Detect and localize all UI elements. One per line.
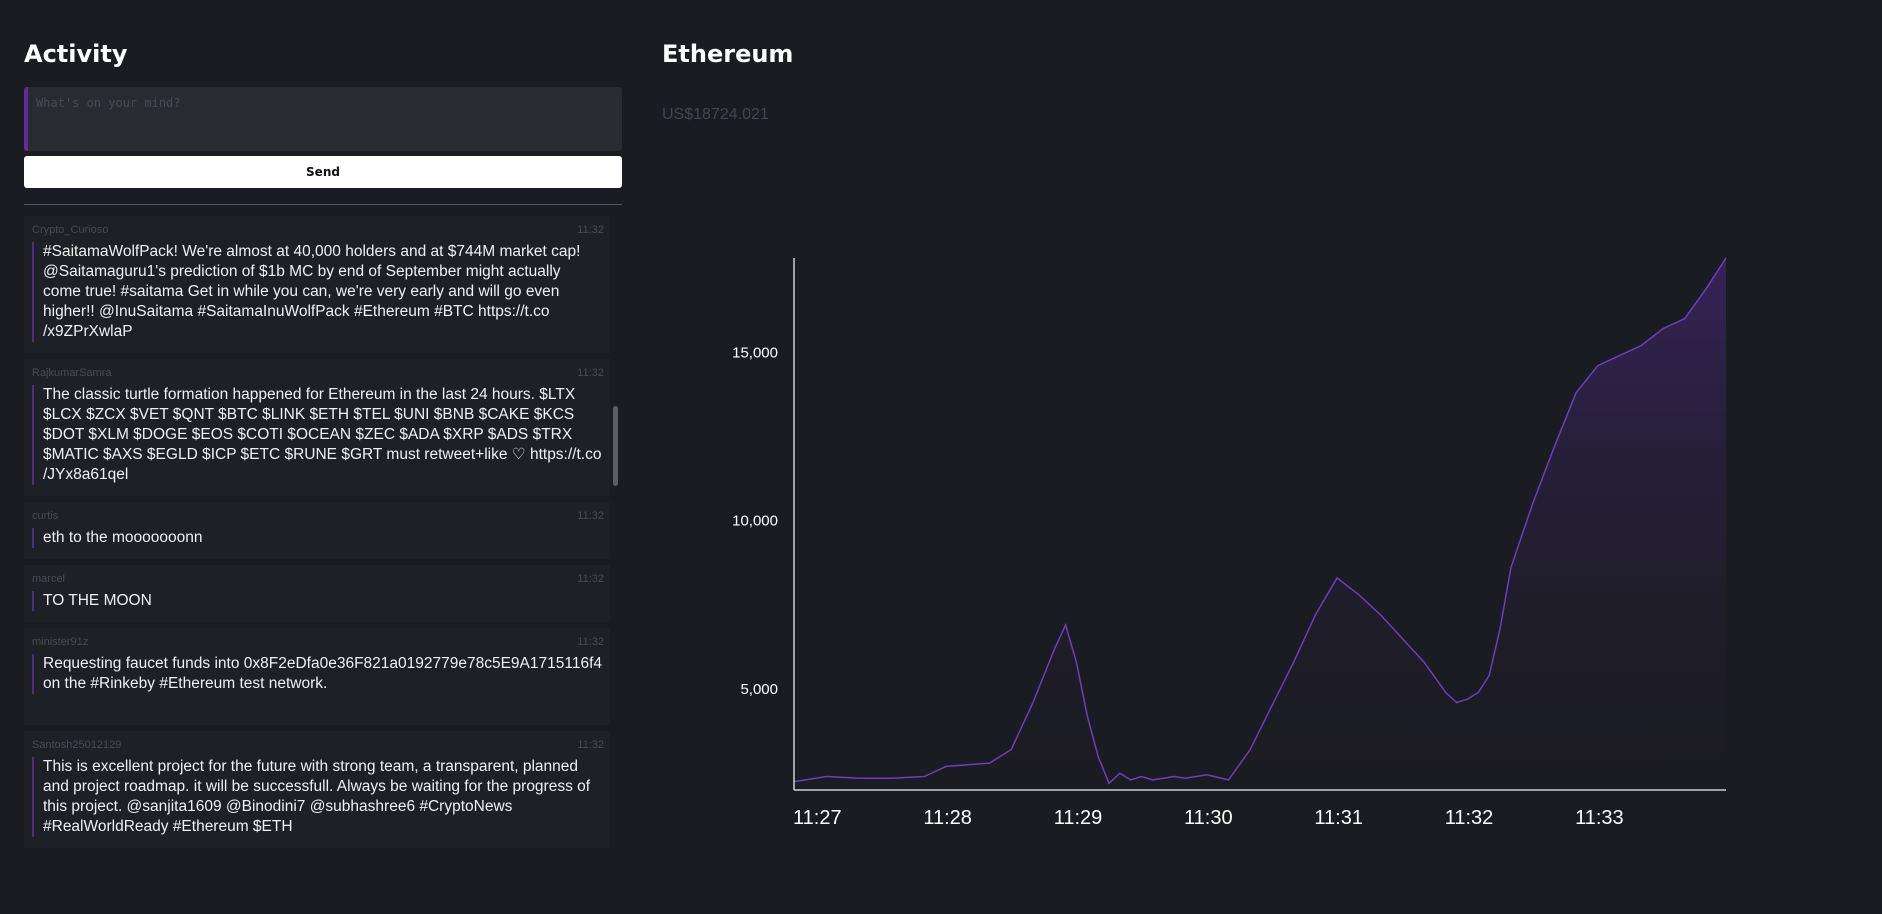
send-button[interactable]: Send <box>24 156 622 188</box>
post-text: The classic turtle formation happened fo… <box>32 385 602 485</box>
post-author: marcel <box>32 573 66 585</box>
x-tick-label: 11:27 <box>793 807 842 829</box>
y-tick-label: 10,000 <box>732 513 778 530</box>
activity-panel: Activity Send Crypto_Curioso 11:32 #Sait… <box>24 0 622 914</box>
y-tick-label: 15,000 <box>732 344 778 361</box>
x-tick-label: 11:28 <box>923 807 972 829</box>
post-text: eth to the mooooooonn <box>32 528 602 548</box>
post-card: Crypto_Curioso 11:32 #SaitamaWolfPack! W… <box>24 216 610 353</box>
asset-title: Ethereum <box>662 40 794 68</box>
post-text: TO THE MOON <box>32 591 602 611</box>
x-tick-label: 11:33 <box>1575 807 1624 829</box>
post-author: Crypto_Curioso <box>32 224 109 236</box>
price-chart: 5,000 10,000 15,000 11:27 11:28 11:29 11:30 11:… <box>732 257 1727 829</box>
post-author: RajkumarSamra <box>32 367 112 379</box>
divider <box>24 204 622 205</box>
post-card: Santosh25012129 11:32 This is excellent … <box>24 731 610 848</box>
x-tick-label: 11:29 <box>1054 807 1103 829</box>
post-card: marcel 11:32 TO THE MOON <box>24 565 610 622</box>
feed-scrollbar[interactable] <box>613 406 618 486</box>
post-text: #SaitamaWolfPack! We're almost at 40,000… <box>32 242 602 342</box>
post-time: 11:32 <box>577 573 604 585</box>
post-card: curtis 11:32 eth to the mooooooonn <box>24 502 610 559</box>
y-tick-label: 5,000 <box>740 681 778 698</box>
activity-title: Activity <box>24 40 128 68</box>
asset-price: US$18724.021 <box>662 106 769 123</box>
post-author: curtis <box>32 510 59 522</box>
compose-input[interactable] <box>28 87 622 151</box>
x-tick-label: 11:31 <box>1314 807 1363 829</box>
post-author: minister91z <box>32 636 89 648</box>
x-tick-label: 11:32 <box>1445 807 1494 829</box>
x-tick-label: 11:30 <box>1184 807 1233 829</box>
post-card: RajkumarSamra 11:32 The classic turtle f… <box>24 359 610 496</box>
post-text: Requesting faucet funds into 0x8F2eDfa0e… <box>32 654 602 694</box>
price-line <box>793 257 1727 785</box>
post-time: 11:32 <box>577 739 604 751</box>
post-author: Santosh25012129 <box>32 739 122 751</box>
post-time: 11:32 <box>577 224 604 236</box>
compose-box[interactable] <box>24 87 622 151</box>
post-time: 11:32 <box>577 510 604 522</box>
post-time: 11:32 <box>577 636 604 648</box>
activity-feed[interactable]: Crypto_Curioso 11:32 #SaitamaWolfPack! W… <box>24 216 622 856</box>
price-area <box>794 258 1726 790</box>
post-time: 11:32 <box>577 367 604 379</box>
post-text: This is excellent project for the future… <box>32 757 602 837</box>
post-card: minister91z 11:32 Requesting faucet fund… <box>24 628 610 725</box>
